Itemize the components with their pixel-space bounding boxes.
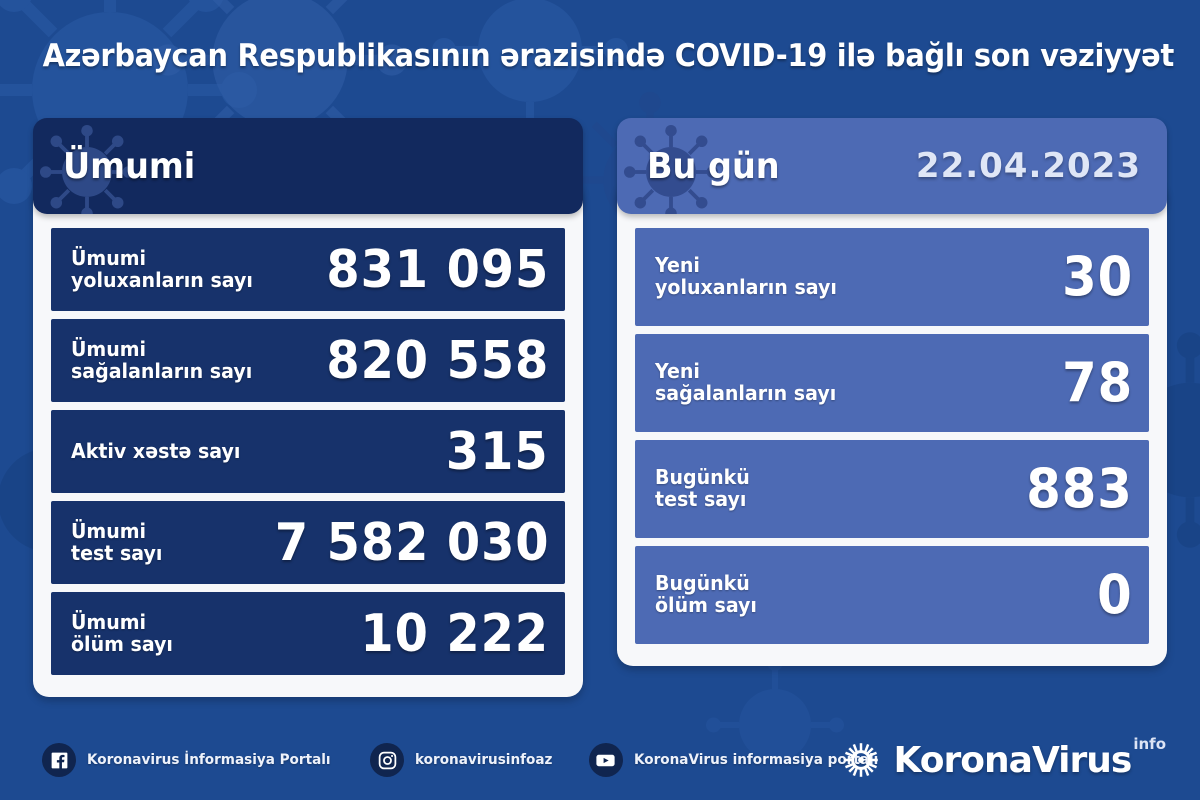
stat-value: 883 (1026, 457, 1133, 520)
social-facebook[interactable]: Koronavirus İnformasiya Portalı (42, 743, 338, 777)
stat-label: Bugünkü ölüm sayı (655, 571, 757, 617)
social-instagram[interactable]: koronavirusinfoaz (370, 743, 557, 777)
panel-today-card: Yeni yoluxanların sayı 30 Yeni sağalanla… (617, 180, 1167, 666)
stat-label: Ümumi ölüm sayı (71, 609, 173, 656)
stat-label: Ümumi test sayı (71, 518, 163, 565)
stat-label: Bugünkü test sayı (655, 465, 750, 511)
panel-today-heading: Bu gün (647, 145, 780, 187)
social-youtube[interactable]: KoronaVirus informasiya portalı (588, 743, 886, 777)
stat-row: Bugünkü test sayı 883 (635, 440, 1149, 538)
stat-row: Aktiv xəstə sayı 315 (51, 410, 565, 493)
panel-total: Ümumi Ümumi yoluxanların sayı 831 095 Üm… (33, 118, 583, 697)
virus-motif (700, 650, 850, 800)
stat-value: 78 (1062, 351, 1133, 414)
panel-total-heading: Ümumi (63, 145, 196, 187)
stat-value: 315 (446, 421, 549, 482)
virus-icon (39, 124, 135, 214)
social-label: KoronaVirus informasiya portalı (633, 752, 879, 768)
social-label: Koronavirus İnformasiya Portalı (87, 752, 331, 768)
virus-motif (430, 0, 630, 150)
stat-row: Ümumi sağalanların sayı 820 558 (51, 319, 565, 402)
stat-row: Ümumi test sayı 7 582 030 (51, 501, 565, 584)
stat-row: Yeni sağalanların sayı 78 (635, 334, 1149, 432)
page-title-text: Azərbaycan Respublikasının ərazisində CO… (42, 38, 1175, 74)
stat-value: 10 222 (360, 603, 549, 664)
report-date: 22.04.2023 (915, 146, 1141, 186)
stat-row: Bugünkü ölüm sayı 0 (635, 546, 1149, 644)
brand-suffix: info (1133, 735, 1166, 753)
stat-value: 0 (1097, 563, 1133, 626)
page-title: Azərbaycan Respublikasının ərazisində CO… (0, 38, 1200, 74)
stat-label: Yeni yoluxanların sayı (655, 253, 837, 299)
stat-row: Ümumi ölüm sayı 10 222 (51, 592, 565, 675)
stat-value: 820 558 (326, 330, 549, 391)
stat-value: 831 095 (326, 239, 549, 300)
brand-logo[interactable]: KoronaVirus info (840, 735, 1166, 781)
youtube-icon (588, 743, 623, 777)
stat-label: Ümumi sağalanların sayı (71, 336, 253, 383)
panel-total-card: Ümumi yoluxanların sayı 831 095 Ümumi sa… (33, 180, 583, 697)
stat-row: Yeni yoluxanların sayı 30 (635, 228, 1149, 326)
stat-label: Aktiv xəstə sayı (71, 438, 241, 463)
stat-label: Yeni sağalanların sayı (655, 359, 837, 405)
brand-name: KoronaVirus (893, 739, 1133, 781)
facebook-icon (42, 743, 76, 777)
stat-value: 7 582 030 (274, 512, 549, 573)
panel-today-header: Bu gün 22.04.2023 (617, 118, 1167, 214)
panel-today: Bu gün 22.04.2023 Yeni yoluxanların sayı… (617, 118, 1167, 666)
stat-row: Ümumi yoluxanların sayı 831 095 (51, 228, 565, 311)
virus-icon (840, 739, 882, 781)
footer: Koronavirus İnformasiya Portalı koronavi… (0, 720, 1200, 800)
panel-total-header: Ümumi (33, 118, 583, 214)
virus-icon (623, 124, 719, 214)
instagram-icon (370, 743, 405, 777)
social-label: koronavirusinfoaz (415, 752, 553, 768)
stat-value: 30 (1062, 245, 1133, 308)
stat-label: Ümumi yoluxanların sayı (71, 245, 253, 292)
